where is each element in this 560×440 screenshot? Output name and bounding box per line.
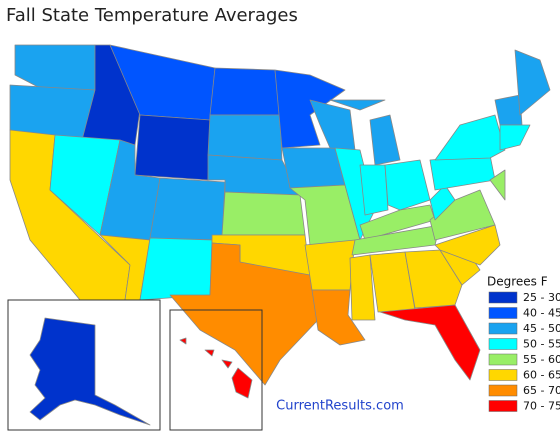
- state: [204, 349, 215, 357]
- state: [29, 317, 151, 426]
- hawaii: [179, 337, 253, 399]
- legend-swatch: [488, 322, 518, 335]
- state: [209, 67, 281, 116]
- state: [304, 239, 356, 291]
- legend-label: 50 - 55: [523, 338, 560, 351]
- legend-title: Degrees F: [487, 275, 548, 289]
- state: [384, 159, 431, 211]
- hawaii-inset: [169, 309, 263, 431]
- state: [489, 169, 506, 201]
- legend-label: 60 - 65: [523, 369, 560, 382]
- legend-label: 55 - 60: [523, 353, 560, 366]
- state: [349, 254, 376, 321]
- alaska-inset: [7, 299, 161, 431]
- state: [221, 191, 306, 236]
- alaska: [29, 317, 151, 426]
- state: [179, 337, 187, 345]
- state: [429, 184, 456, 221]
- legend: 25 - 30 40 - 45 45 - 50 50 - 55 55 - 60 60 - …: [488, 291, 560, 413]
- legend-swatch: [488, 369, 518, 381]
- state: [514, 49, 551, 116]
- state: [134, 114, 211, 181]
- watermark: CurrentResults.com: [276, 399, 404, 414]
- state: [494, 94, 523, 126]
- state: [14, 44, 96, 91]
- legend-swatch: [488, 384, 518, 397]
- legend-swatch: [488, 291, 518, 304]
- legend-swatch: [488, 338, 518, 350]
- state: [434, 224, 501, 266]
- state: [231, 367, 253, 399]
- legend-label: 40 - 45: [523, 307, 560, 320]
- state: [329, 99, 386, 111]
- states: [9, 44, 551, 386]
- state: [499, 124, 531, 151]
- legend-label: 70 - 75: [523, 400, 560, 413]
- state: [281, 147, 346, 189]
- state: [207, 114, 283, 161]
- state: [369, 114, 401, 166]
- legend-label: 25 - 30: [523, 291, 560, 304]
- state: [169, 242, 319, 386]
- state: [359, 204, 436, 241]
- legend-swatch: [488, 307, 518, 319]
- legend-label: 65 - 70: [523, 384, 560, 397]
- legend-label: 45 - 50: [523, 322, 560, 335]
- state: [311, 289, 366, 346]
- state: [149, 177, 226, 241]
- state: [404, 249, 463, 309]
- state: [139, 237, 213, 301]
- state: [221, 359, 233, 369]
- state: [429, 154, 496, 191]
- state: [359, 164, 389, 216]
- legend-swatch: [488, 353, 518, 366]
- legend-swatch: [488, 400, 518, 412]
- state: [379, 304, 481, 381]
- state: [434, 114, 506, 161]
- title: Fall State Temperature Averages: [6, 5, 298, 26]
